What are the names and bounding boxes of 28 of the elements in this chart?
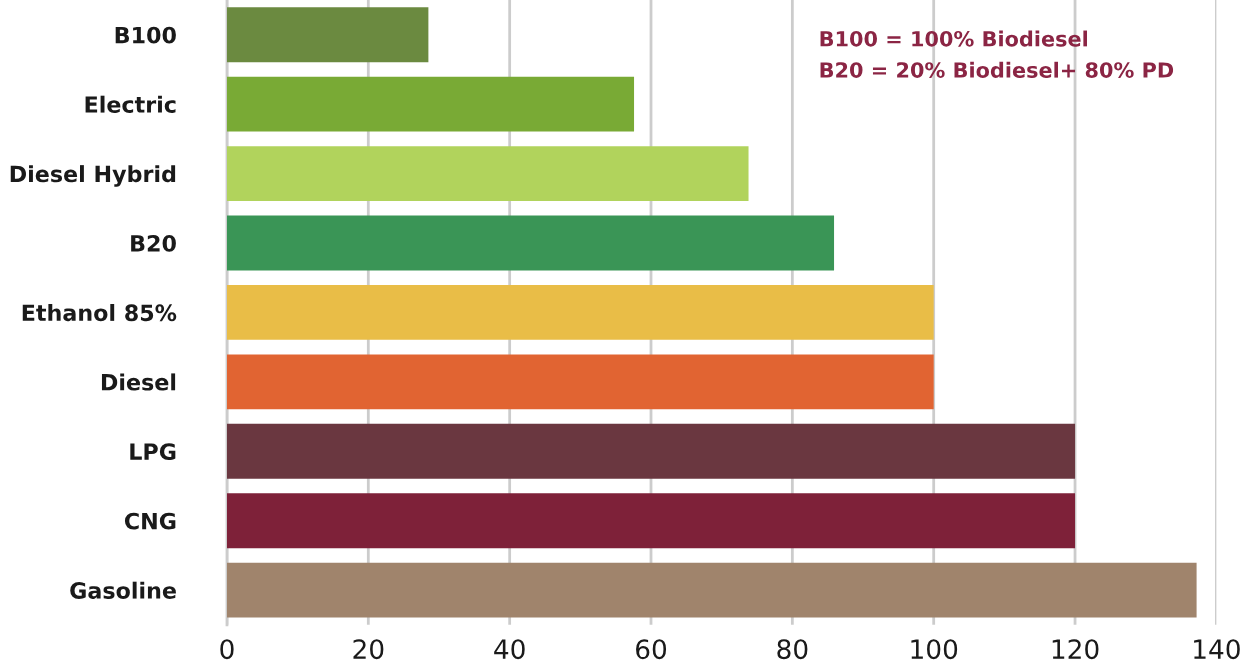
x-tick-label: 80 — [777, 639, 808, 660]
x-tick-label: 20 — [353, 639, 384, 660]
x-tick-label: 120 — [1052, 639, 1099, 660]
x-tick-label: 40 — [494, 639, 525, 660]
y-tick-label: Diesel — [101, 373, 176, 391]
y-tick-label: B100 — [115, 26, 176, 44]
y-tick-label: Gasoline — [70, 581, 176, 599]
bar — [226, 7, 429, 63]
x-tick-label: 140 — [1194, 639, 1240, 660]
x-tick-label: 0 — [220, 639, 234, 660]
x-tick-label: 60 — [636, 639, 667, 660]
bar — [226, 215, 835, 271]
annotation: B100 = 100% Biodiesel — [820, 30, 1088, 47]
bar — [226, 76, 635, 132]
annotation: B20 = 20% Biodiesel+ 80% PD — [820, 61, 1174, 78]
y-tick-label: CNG — [124, 512, 176, 530]
bar — [226, 562, 1197, 618]
y-tick-label: Diesel Hybrid — [10, 165, 176, 187]
x-tick-label: 100 — [911, 639, 958, 660]
y-tick-label: Ethanol 85% — [22, 303, 177, 322]
y-tick-label: Electric — [85, 95, 176, 113]
bar — [226, 354, 934, 410]
bar — [226, 493, 1076, 549]
y-tick-label: B20 — [131, 234, 176, 252]
bar — [226, 146, 749, 201]
y-tick-label: LPG — [130, 443, 176, 461]
bar — [226, 423, 1076, 479]
bar — [226, 285, 934, 340]
